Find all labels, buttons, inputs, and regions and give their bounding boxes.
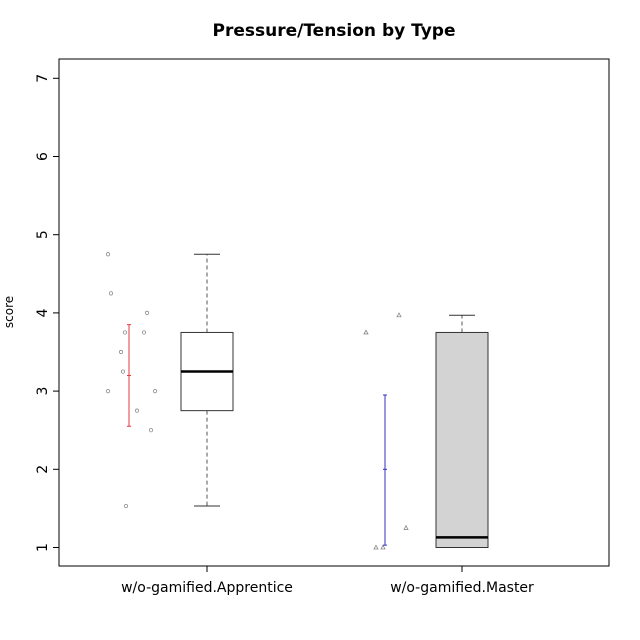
data-point — [403, 524, 409, 530]
data-point — [118, 349, 124, 355]
y-axis: 1 2 3 4 5 6 7 — [35, 74, 59, 552]
data-point — [373, 544, 379, 550]
y-tick-label: 2 — [35, 465, 51, 474]
x-tick-label: w/o-gamified.Master — [390, 580, 534, 596]
y-tick-label: 1 — [35, 543, 51, 552]
x-axis: w/o-gamified.Apprentice w/o-gamified.Mast… — [121, 566, 534, 596]
data-point — [120, 369, 126, 374]
data-point — [141, 330, 147, 335]
box-group — [105, 252, 234, 509]
y-axis-label: score — [2, 296, 16, 328]
data-point — [363, 329, 369, 335]
data-point — [105, 388, 111, 394]
x-tick-label: w/o-gamified.Apprentice — [121, 580, 293, 596]
data-point — [105, 252, 111, 257]
plot-marks — [105, 252, 489, 550]
data-point — [122, 330, 128, 335]
y-tick-label: 5 — [35, 230, 51, 239]
y-tick-label: 4 — [35, 308, 51, 317]
y-tick-label: 6 — [35, 152, 51, 161]
data-point — [380, 544, 386, 550]
data-point — [108, 291, 114, 296]
data-point — [123, 503, 129, 509]
data-point — [396, 312, 402, 318]
box-iqr — [435, 331, 489, 549]
data-point — [148, 428, 154, 433]
y-tick-label: 3 — [35, 387, 51, 396]
data-point — [144, 310, 150, 315]
plot-frame — [58, 58, 610, 567]
box-group — [363, 312, 489, 550]
y-tick-label: 7 — [35, 74, 51, 83]
chart-title: Pressure/Tension by Type — [213, 21, 456, 41]
data-point — [152, 388, 158, 394]
data-point — [134, 408, 140, 413]
